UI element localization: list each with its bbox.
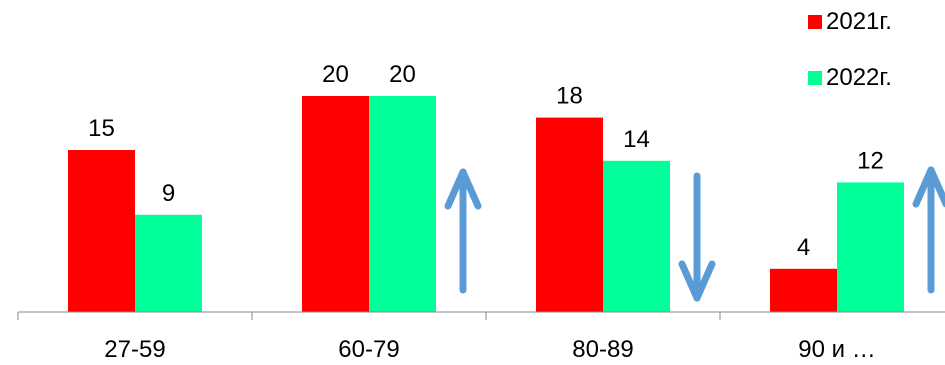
arrow-down-icon xyxy=(678,172,716,302)
bar-2022г.-80-89 xyxy=(603,160,670,312)
value-label-2021г.-60-79: 20 xyxy=(322,61,349,88)
bar-2021г.-60-79 xyxy=(302,96,369,312)
value-label-2022г.-80-89: 14 xyxy=(623,126,650,153)
legend-swatch-2022 xyxy=(808,71,822,85)
value-label-2021г.-80-89: 18 xyxy=(556,83,583,110)
value-label-2021г.-27-59: 15 xyxy=(88,115,115,142)
x-tick-label: 27-59 xyxy=(104,336,165,363)
x-tick-label: 90 и … xyxy=(798,336,875,363)
arrow-up-icon xyxy=(912,166,945,294)
bar-2021г.-90 и … xyxy=(770,268,837,312)
bar-2022г.-27-59 xyxy=(135,214,202,312)
legend-item-2022: 2022г. xyxy=(808,64,892,92)
bar-2021г.-80-89 xyxy=(536,117,603,312)
legend-item-2021: 2021г. xyxy=(808,8,892,36)
bars-layer xyxy=(68,96,904,312)
x-tick-label: 60-79 xyxy=(338,336,399,363)
legend: 2021г. 2022г. xyxy=(808,8,892,120)
bar-2022г.-60-79 xyxy=(369,96,436,312)
value-label-2022г.-27-59: 9 xyxy=(162,180,175,207)
bar-2021г.-27-59 xyxy=(68,150,135,312)
legend-swatch-2021 xyxy=(808,15,822,29)
value-label-2022г.-60-79: 20 xyxy=(389,61,416,88)
trend-arrows-layer xyxy=(444,166,945,302)
x-tick-label: 80-89 xyxy=(572,336,633,363)
x-axis: 27-59 60-79 80-89 90 и … xyxy=(17,311,945,363)
value-label-2021г.-90 и …: 4 xyxy=(797,234,810,261)
arrow-up-icon xyxy=(444,168,482,294)
value-labels-layer: 15 9 20 20 18 14 4 12 xyxy=(88,61,884,261)
legend-label-2021: 2021г. xyxy=(826,8,892,35)
value-label-2022г.-90 и …: 12 xyxy=(857,147,884,174)
legend-label-2022: 2022г. xyxy=(826,64,892,91)
bar-2022г.-90 и … xyxy=(837,182,904,312)
